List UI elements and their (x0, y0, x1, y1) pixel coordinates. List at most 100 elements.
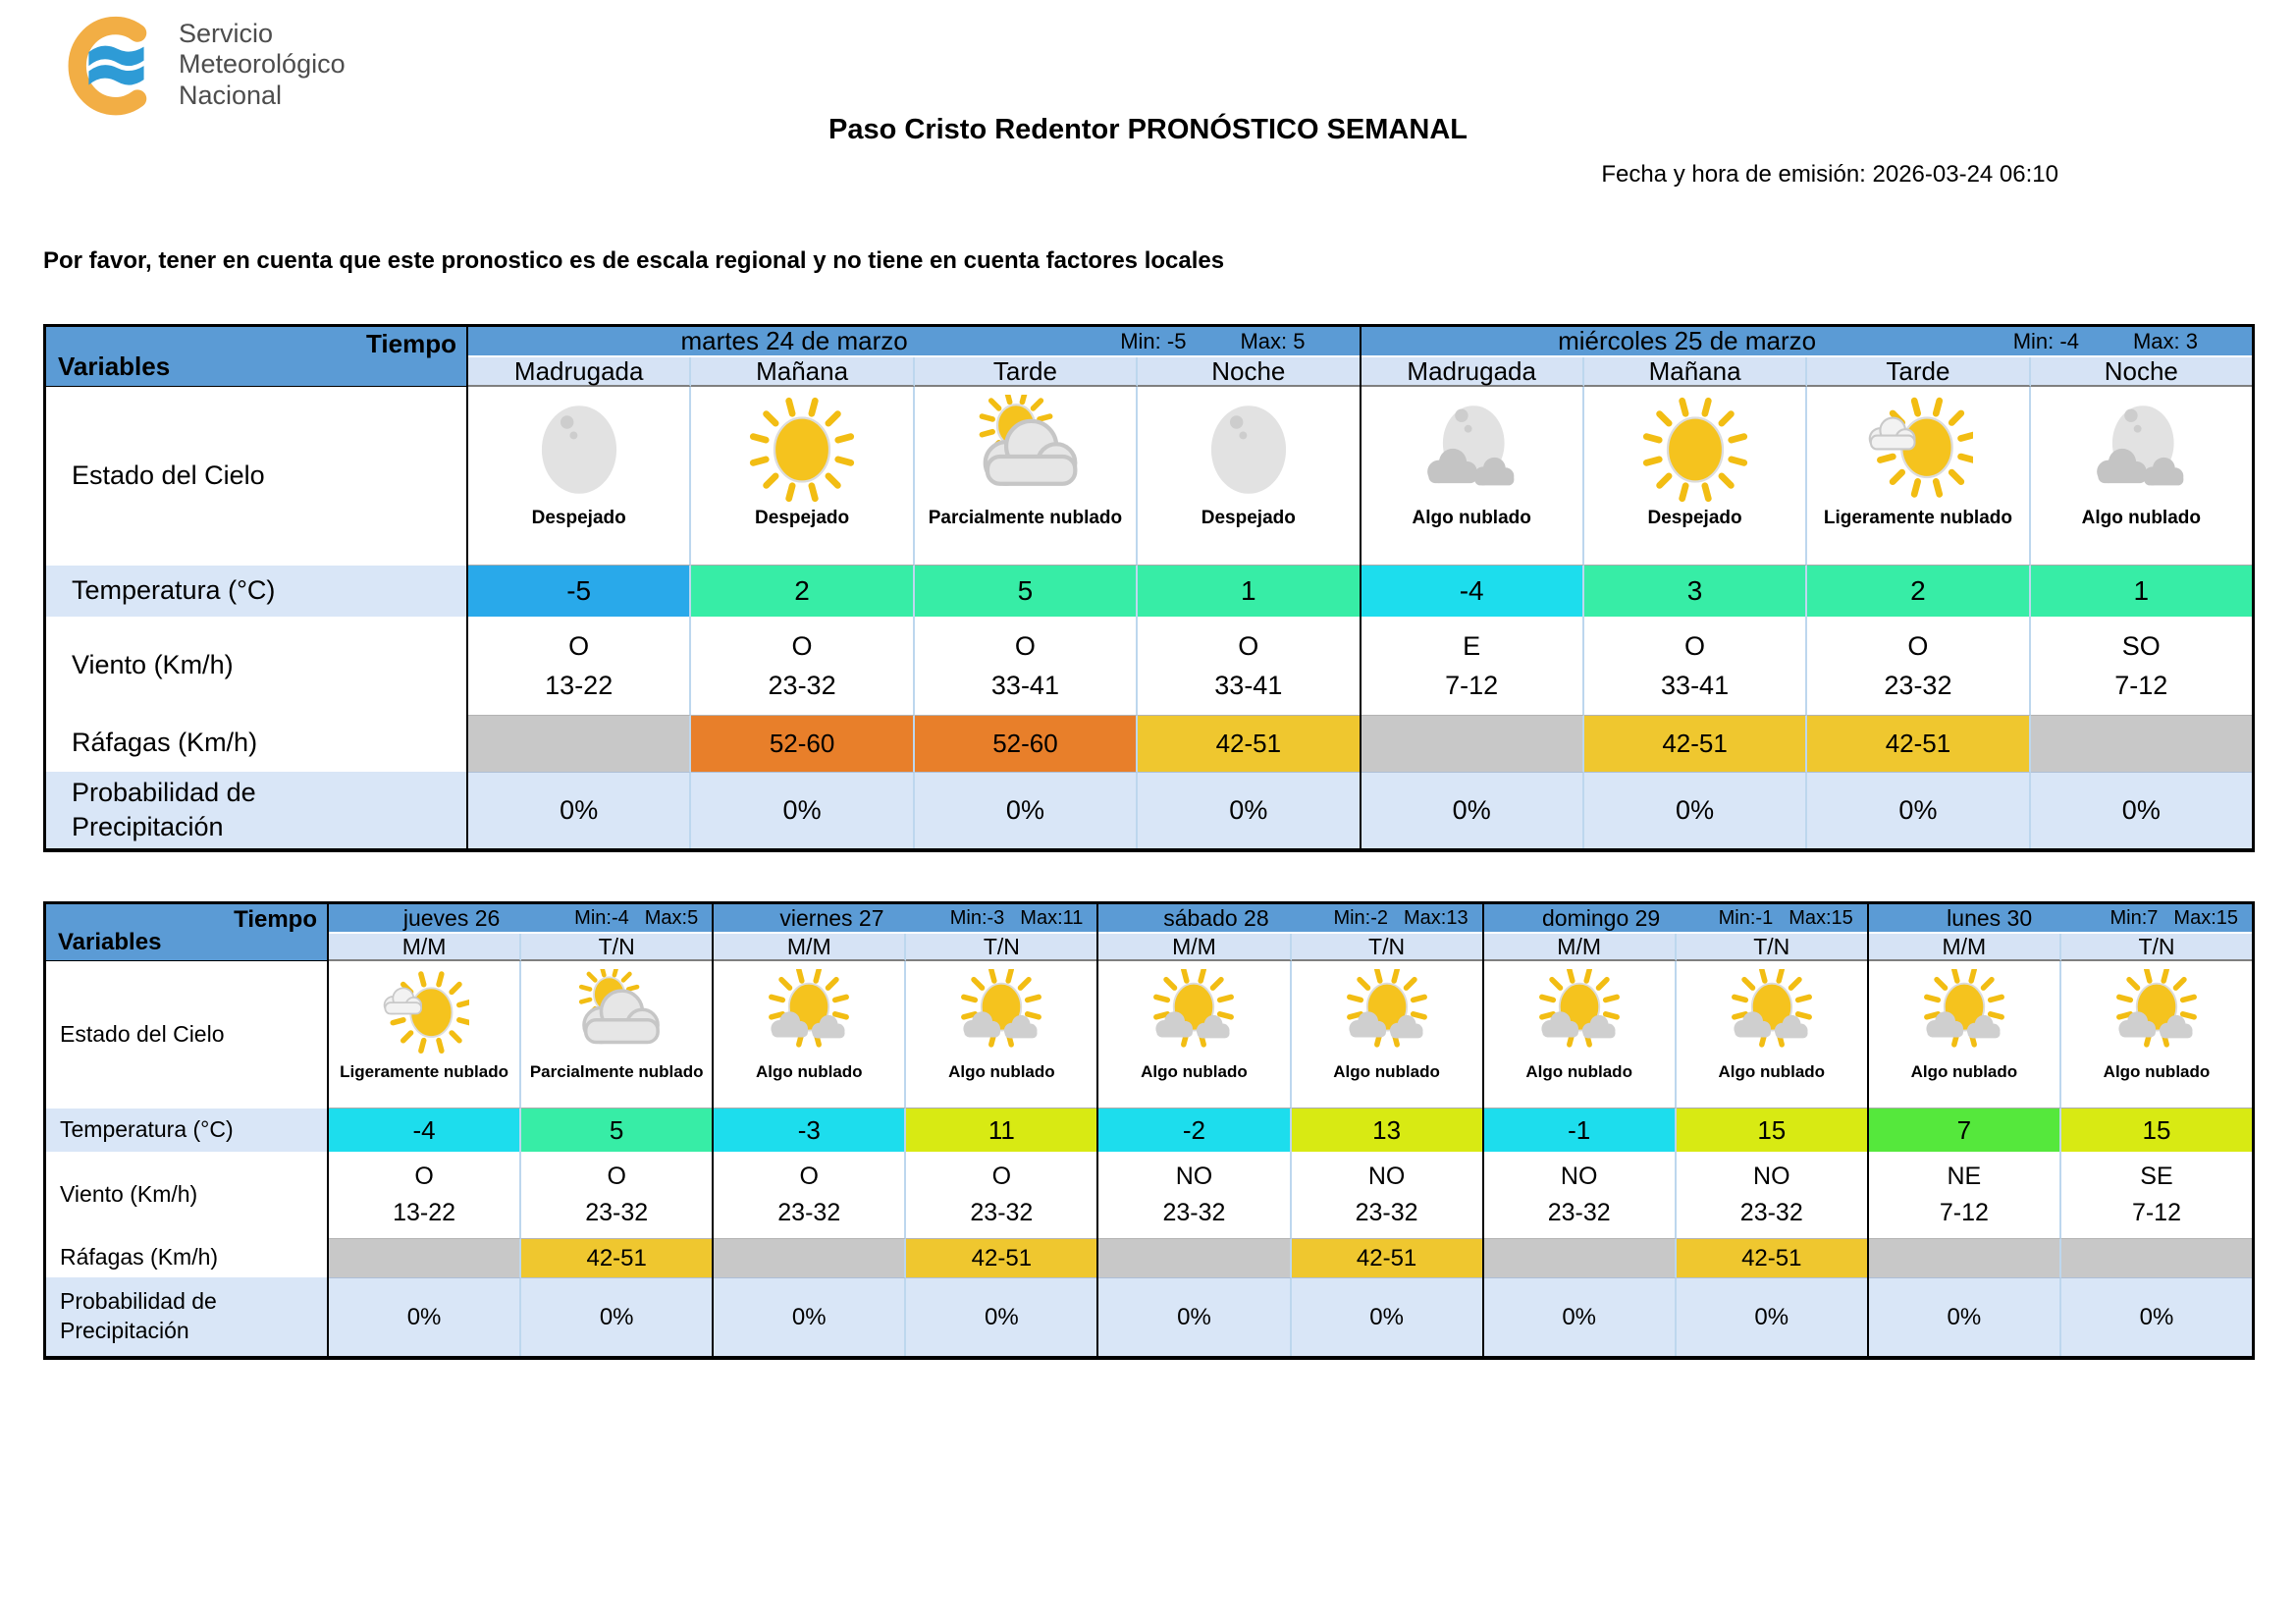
wind-range: 7-12 (2114, 671, 2168, 700)
moon-icon (1210, 406, 1286, 494)
wind-range: 7-12 (1445, 671, 1499, 700)
sky-cell: Algo nublado (906, 961, 1097, 1109)
logo-line-3: Nacional (179, 80, 283, 110)
smn-logo: Servicio Meteorológico Nacional (57, 12, 346, 118)
gust-value: 52-60 (914, 715, 1139, 772)
row-label-precipitation-text: Probabilidad de (72, 777, 256, 807)
day-name: domingo 29 (1542, 904, 1661, 931)
row-label-sky: Estado del Cielo (46, 387, 466, 566)
variables-label: Variables (58, 929, 162, 955)
temperature-value: -5 (468, 566, 692, 617)
wind-direction: O (991, 1162, 1012, 1190)
temperature-value: 5 (521, 1109, 713, 1152)
period-label: Mañana (691, 356, 915, 387)
tiempo-label: Tiempo (234, 906, 317, 933)
gusts-row: 42-51 (329, 1238, 713, 1277)
sun-clouds-icon (961, 969, 1042, 1048)
gust-value: 42-51 (521, 1238, 713, 1277)
wind-range: 33-41 (990, 671, 1059, 700)
logo-line-1: Servicio (179, 19, 274, 49)
wind-direction: O (799, 1162, 819, 1190)
sun-small-cloud-icon (1868, 397, 1973, 498)
sky-row: Algo nublado Algo nublado (1483, 961, 1867, 1109)
day-name: viernes 27 (779, 904, 884, 931)
wind-cell: NO 23-32 (1676, 1152, 1867, 1238)
row-label-gusts: Ráfagas (Km/h) (46, 1238, 327, 1277)
precipitation-row: 0% 0% (1098, 1277, 1482, 1356)
gust-value: 42-51 (906, 1238, 1097, 1277)
precipitation-probability: 0% (329, 1277, 522, 1356)
row-label-gusts-text: Ráfagas (Km/h) (72, 728, 258, 758)
temperature-value: 15 (1676, 1109, 1867, 1152)
wind-range: 23-32 (768, 671, 836, 700)
row-label-temperature-text: Temperatura (°C) (60, 1116, 234, 1143)
wind-cell: O 33-41 (914, 617, 1139, 715)
temperature-value: 2 (691, 566, 915, 617)
wind-range: 7-12 (2131, 1199, 2181, 1226)
gust-value (2030, 715, 2252, 772)
precipitation-probability: 0% (1361, 772, 1584, 848)
row-label-precipitation-text: Probabilidad de (60, 1288, 217, 1315)
day-name: lunes 30 (1947, 904, 2033, 931)
wind-cell: O 33-41 (1138, 617, 1360, 715)
sky-condition-label: Despejado (531, 508, 626, 528)
precipitation-row: 0% 0% 0% 0% (468, 772, 1360, 848)
wind-direction: O (1684, 630, 1706, 661)
sky-condition-label: Algo nublado (755, 1062, 863, 1081)
moon-clouds-icon (1427, 406, 1515, 486)
period-label: T/N (2060, 934, 2253, 961)
sky-condition-label: Algo nublado (2081, 508, 2201, 528)
sun-clouds-icon (1346, 969, 1427, 1048)
period-label: M/M (1483, 934, 1677, 961)
sky-row: Ligeramente nublado Parcialmente nublado (329, 961, 713, 1109)
row-label-wind-text: Viento (Km/h) (60, 1181, 198, 1208)
wind-range: 23-32 (585, 1199, 649, 1226)
temperature-row: -4 3 2 1 (1361, 566, 2252, 617)
sky-row: Algo nublado Despejado Ligeramente nublado… (1361, 387, 2252, 566)
period-row: M/M T/N (1868, 934, 2253, 961)
wind-row: E 7-12 O 33-41 O 23-32 SO 7-12 (1361, 617, 2252, 715)
precipitation-probability: 0% (1291, 1277, 1482, 1356)
day-min: Min:-3 (949, 906, 1005, 929)
sky-cell: Algo nublado (2060, 961, 2253, 1109)
wind-cell: NO 23-32 (1098, 1152, 1292, 1238)
wind-direction: NO (1367, 1162, 1406, 1190)
sun-clouds-icon (1731, 969, 1812, 1048)
day-group: lunes 30 Min:7 Max:15 M/M T/N Algo nublado Alg… (1868, 904, 2253, 1356)
period-row: Madrugada Mañana Tarde Noche (468, 356, 1360, 387)
precipitation-probability: 0% (1676, 1277, 1867, 1356)
sky-cell: Despejado (1138, 387, 1360, 566)
sky-cell: Algo nublado (2030, 387, 2252, 566)
sky-cell: Despejado (1583, 387, 1808, 566)
sky-condition-label: Algo nublado (1718, 1062, 1826, 1081)
day-header: domingo 29 Min:-1 Max:15 (1483, 904, 1867, 934)
gust-value: 42-51 (1138, 715, 1360, 772)
wind-direction: O (1014, 630, 1036, 661)
temperature-value: 1 (2030, 566, 2252, 617)
row-label-wind: Viento (Km/h) (46, 1152, 327, 1238)
temperature-value: 2 (1807, 566, 2031, 617)
gusts-row: 42-51 (1483, 1238, 1867, 1277)
sky-cell: Algo nublado (1483, 961, 1677, 1109)
smn-logo-icon (68, 16, 147, 116)
wind-cell: O 33-41 (1583, 617, 1808, 715)
day-group: viernes 27 Min:-3 Max:11 M/M T/N Algo nublado… (714, 904, 1099, 1356)
day-max: Max:15 (1789, 906, 1853, 929)
sun-clouds-icon (769, 969, 850, 1048)
wind-range: 23-32 (777, 1199, 841, 1226)
sky-condition-label: Parcialmente nublado (928, 508, 1123, 528)
page-title: Paso Cristo Redentor PRONÓSTICO SEMANAL (828, 114, 1468, 145)
period-label: Madrugada (468, 356, 692, 387)
wind-cell: NE 7-12 (1868, 1152, 2061, 1238)
temperature-value: 3 (1583, 566, 1808, 617)
day-header: sábado 28 Min:-2 Max:13 (1098, 904, 1482, 934)
gust-value (1483, 1238, 1677, 1277)
precipitation-probability: 0% (1483, 1277, 1677, 1356)
day-header: martes 24 de marzo Min: -5 Max: 5 (468, 326, 1360, 357)
wind-range: 23-32 (1884, 671, 1952, 700)
wind-direction: NO (1753, 1162, 1790, 1190)
wind-direction: SE (2140, 1162, 2173, 1190)
wind-range: 23-32 (1355, 1199, 1418, 1226)
precipitation-probability: 0% (1807, 772, 2031, 848)
